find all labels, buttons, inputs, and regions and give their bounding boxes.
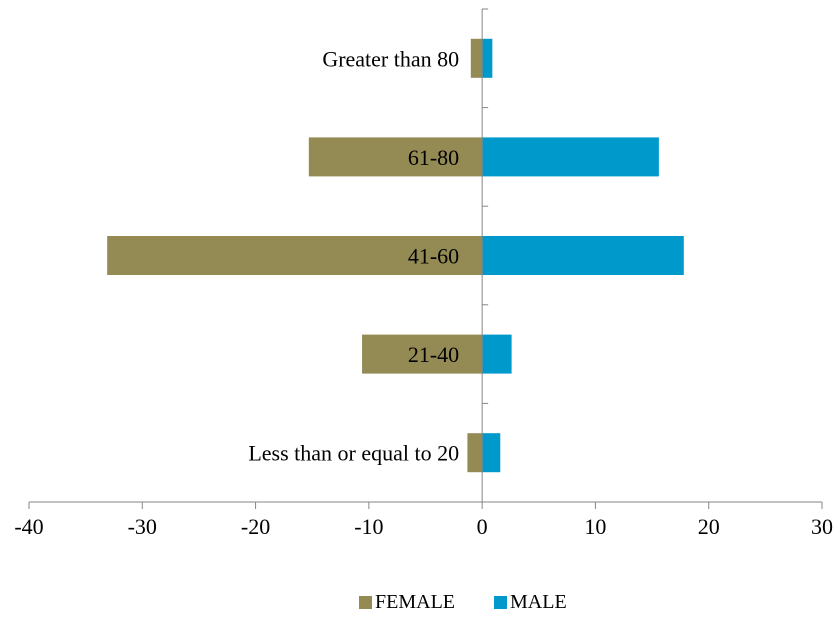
bar-male-0 — [482, 433, 501, 473]
legend-label-male: MALE — [510, 591, 567, 613]
bar-female-2 — [107, 236, 483, 275]
bar-female-3 — [308, 137, 483, 177]
category-label: 41-60 — [408, 244, 459, 269]
x-tick-label: -30 — [128, 514, 157, 539]
x-tick-label: -20 — [241, 514, 270, 539]
bar-male-2 — [482, 236, 684, 275]
bar-male-3 — [482, 137, 659, 177]
x-tick-label: 0 — [477, 514, 488, 539]
x-tick-label: 20 — [698, 514, 720, 539]
bar-female-0 — [467, 433, 483, 473]
category-label: 61-80 — [408, 145, 459, 170]
legend: FEMALE MALE — [359, 591, 567, 613]
bar-male-1 — [482, 334, 512, 374]
axes-layer — [28, 8, 823, 509]
bar-female-4 — [470, 38, 483, 78]
legend-label-female: FEMALE — [375, 591, 455, 613]
legend-swatch-male — [494, 596, 507, 609]
bar-female-1 — [362, 334, 483, 374]
bars-layer — [107, 38, 684, 473]
legend-swatch-female — [359, 596, 372, 609]
x-tick-label: -10 — [354, 514, 383, 539]
x-tick-label: -40 — [14, 514, 43, 539]
category-label: 21-40 — [408, 342, 459, 367]
x-tick-label: 10 — [584, 514, 606, 539]
category-label: Less than or equal to 20 — [248, 441, 459, 466]
category-label: Greater than 80 — [322, 46, 459, 71]
labels-layer: -40 -30 -20 -10 0 10 20 30 Less than or equal to… — [14, 46, 833, 539]
bar-male-4 — [482, 38, 493, 78]
x-tick-label: 30 — [811, 514, 833, 539]
